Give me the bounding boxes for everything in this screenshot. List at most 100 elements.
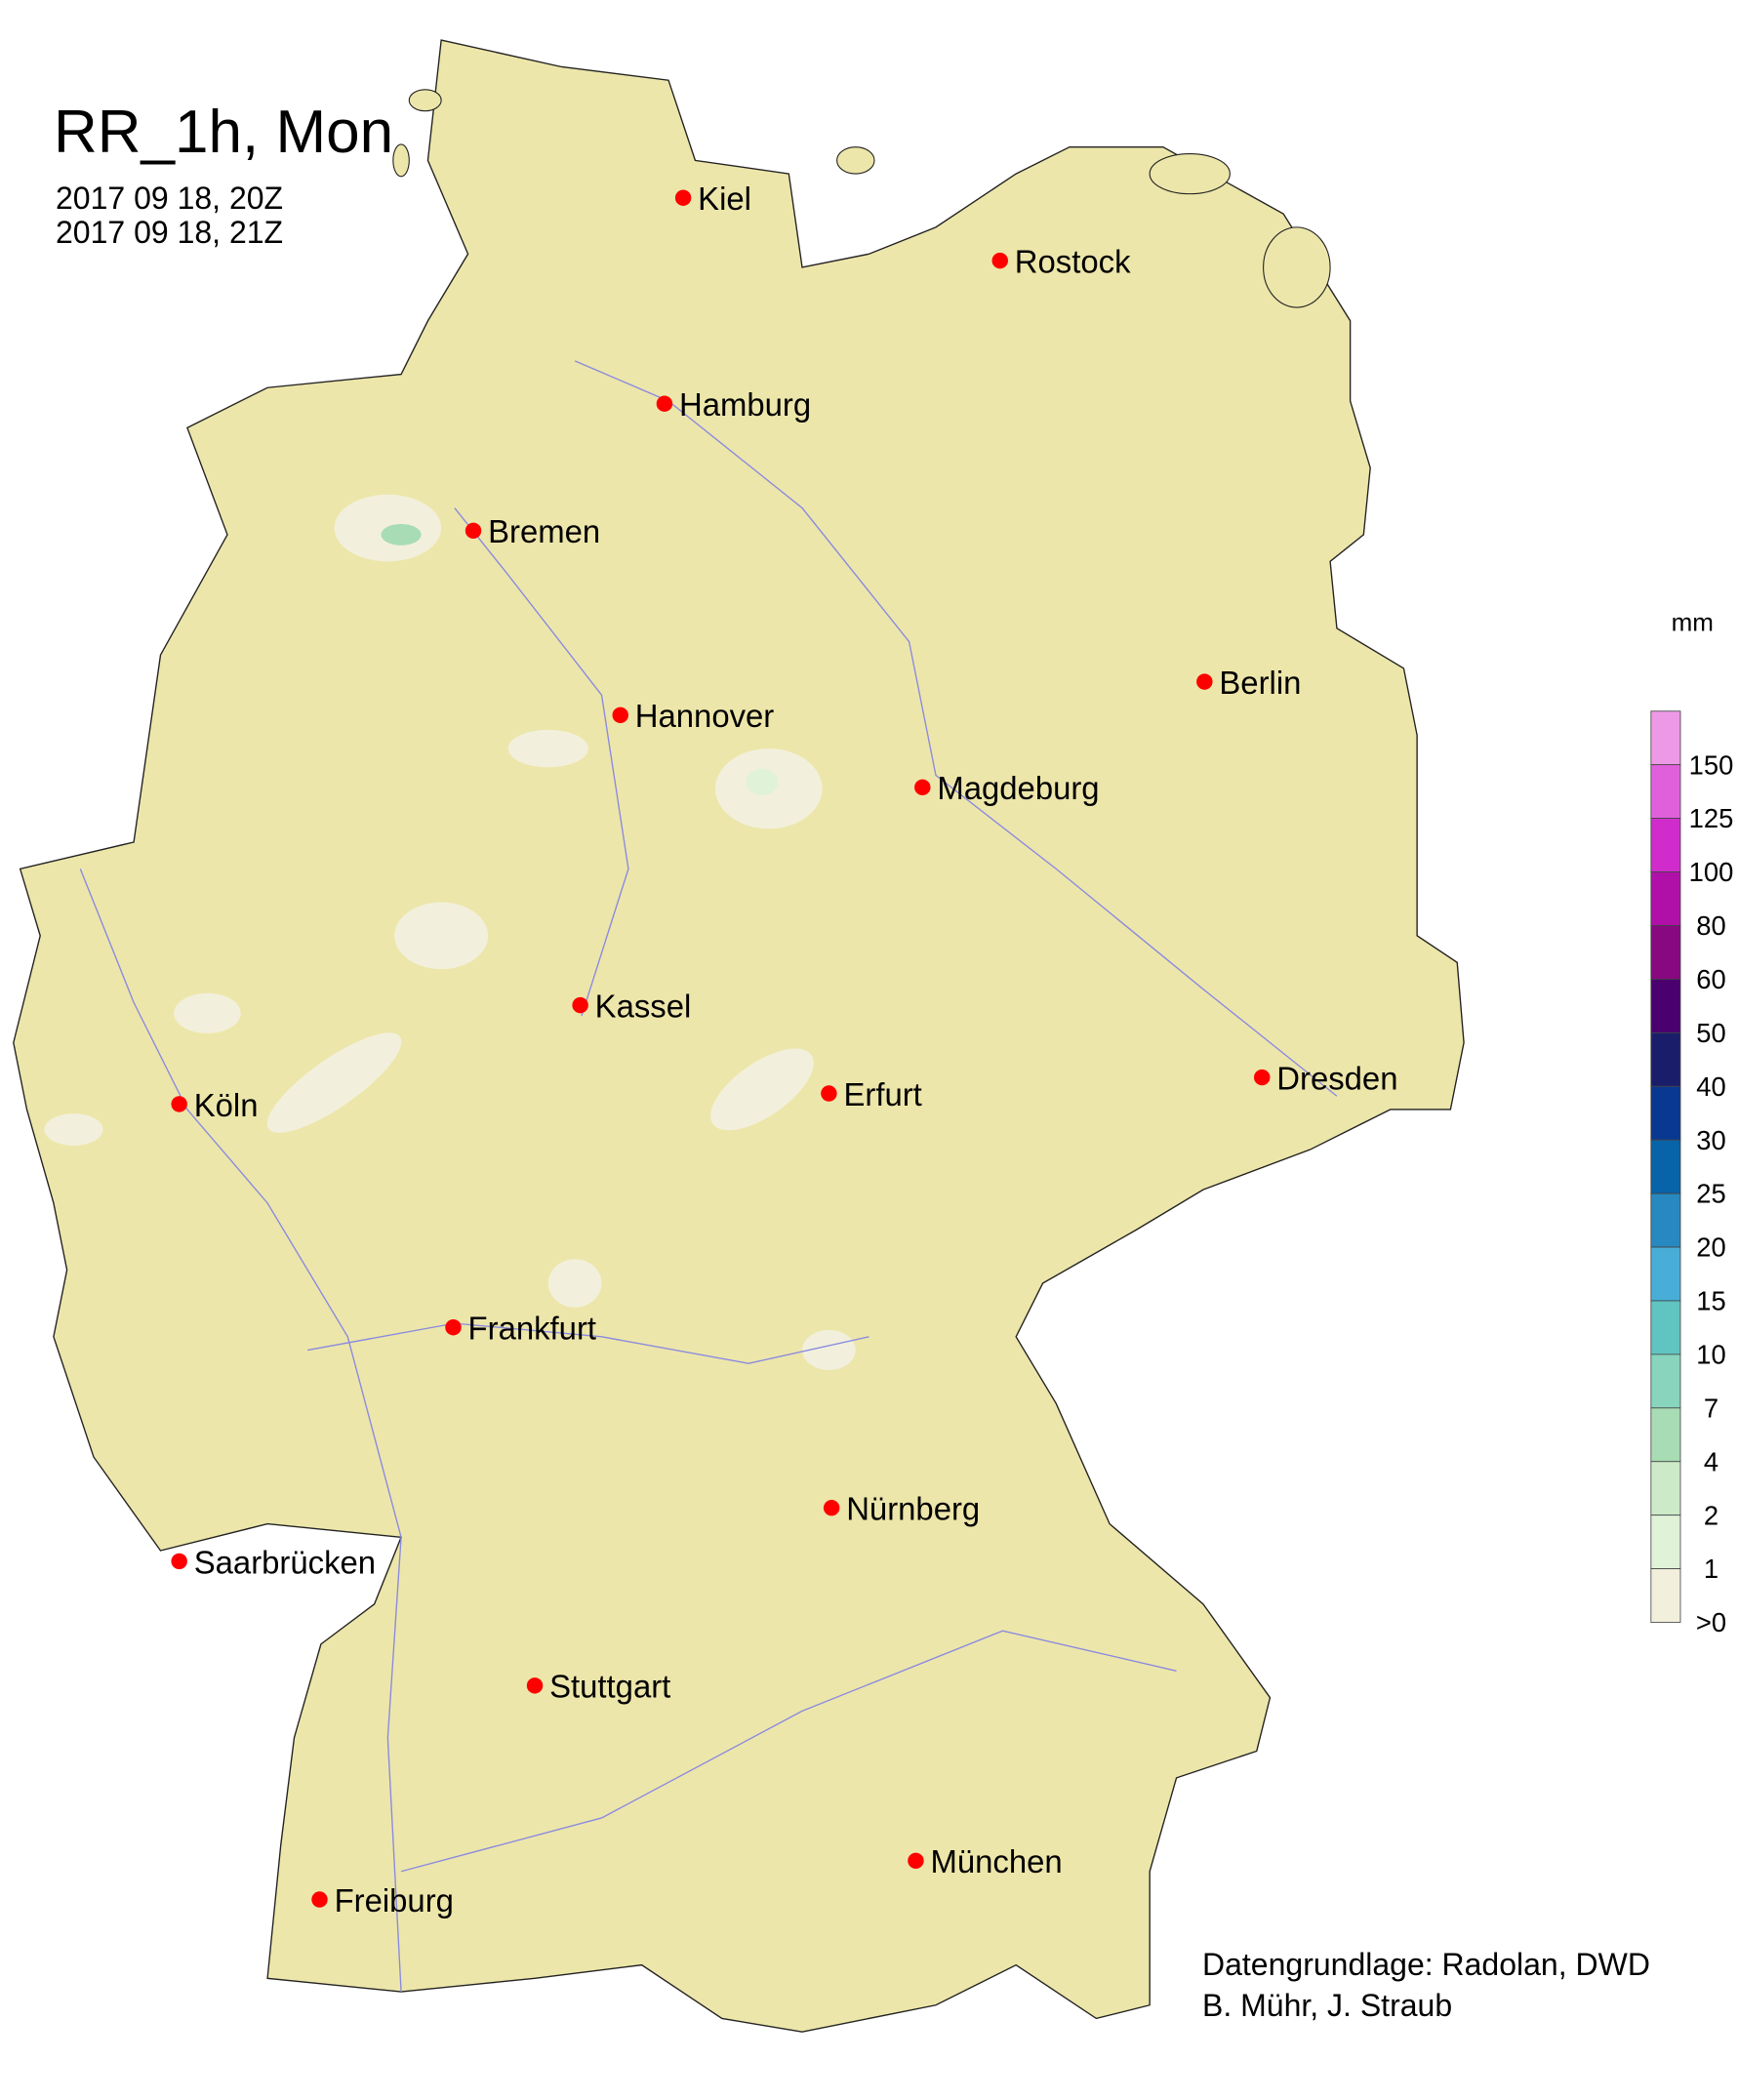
city-marker bbox=[171, 1096, 187, 1112]
legend-swatch bbox=[1650, 871, 1681, 926]
river-danube bbox=[400, 1630, 1177, 1873]
legend-label: 20 bbox=[1696, 1232, 1725, 1263]
island bbox=[836, 146, 875, 175]
legend-swatch bbox=[1650, 1139, 1681, 1194]
legend-label: 1 bbox=[1704, 1554, 1718, 1584]
city-marker bbox=[656, 395, 673, 412]
river-elbe bbox=[574, 360, 1338, 1097]
legend-swatch bbox=[1650, 1192, 1681, 1248]
city-marker bbox=[445, 1319, 462, 1336]
legend-swatch bbox=[1650, 978, 1681, 1033]
legend-label: 80 bbox=[1696, 910, 1725, 941]
data-source-credit: Datengrundlage: Radolan, DWD bbox=[1202, 1947, 1650, 1982]
germany-land bbox=[13, 39, 1465, 2033]
legend-label: 7 bbox=[1704, 1393, 1718, 1423]
rain-area bbox=[174, 992, 241, 1033]
island bbox=[1263, 226, 1331, 308]
city-marker bbox=[1254, 1069, 1271, 1086]
city-label: Bremen bbox=[488, 513, 600, 549]
city-label: Frankfurt bbox=[468, 1311, 596, 1347]
city-label: Nürnberg bbox=[846, 1490, 980, 1526]
legend-label: 150 bbox=[1689, 749, 1734, 780]
rain-area bbox=[44, 1113, 103, 1146]
city-marker bbox=[526, 1677, 544, 1694]
city-label: Erfurt bbox=[843, 1076, 921, 1112]
legend-label: 125 bbox=[1689, 803, 1734, 833]
city-label: Magdeburg bbox=[937, 770, 1099, 806]
period-start: 2017 09 18, 20Z bbox=[56, 181, 284, 216]
legend-label: >0 bbox=[1696, 1607, 1726, 1637]
city-label: Kassel bbox=[595, 988, 692, 1024]
legend-label: 15 bbox=[1696, 1286, 1725, 1316]
city-marker bbox=[908, 1852, 924, 1870]
legend-swatch bbox=[1650, 1246, 1681, 1302]
island bbox=[1149, 152, 1231, 195]
legend-swatch bbox=[1650, 1300, 1681, 1355]
city-label: Saarbrücken bbox=[194, 1544, 376, 1580]
legend-label: 10 bbox=[1696, 1339, 1725, 1369]
city-marker bbox=[1196, 673, 1213, 690]
rain-area bbox=[802, 1329, 856, 1371]
rain-area bbox=[746, 768, 779, 796]
city-label: Hannover bbox=[635, 698, 775, 734]
river-weser bbox=[454, 507, 629, 1017]
legend-label: 25 bbox=[1696, 1179, 1725, 1209]
legend-unit: mm bbox=[1672, 608, 1714, 637]
city-marker bbox=[674, 189, 692, 206]
city-label: Berlin bbox=[1219, 665, 1301, 701]
map-title: RR_1h, Mon bbox=[54, 99, 394, 166]
rain-area bbox=[266, 1032, 402, 1133]
legend-swatch bbox=[1650, 1353, 1681, 1409]
legend-swatch bbox=[1650, 1514, 1681, 1570]
city-label: Freiburg bbox=[335, 1882, 454, 1918]
city-label: Hamburg bbox=[679, 386, 811, 423]
city-marker bbox=[821, 1085, 837, 1102]
city-marker bbox=[171, 1553, 187, 1570]
city-marker bbox=[612, 707, 628, 724]
color-legend: mm 150 125 100 80 60 50 40 30 25 20 15 10 7 4 2 1 >0 bbox=[1650, 608, 1734, 1637]
city-label: Kiel bbox=[698, 181, 751, 217]
city-label: München bbox=[931, 1843, 1063, 1879]
legend-label: 40 bbox=[1696, 1071, 1725, 1102]
period-end: 2017 09 18, 21Z bbox=[56, 215, 284, 250]
island bbox=[392, 143, 410, 178]
city-marker bbox=[823, 1499, 840, 1516]
author-credit: B. Mühr, J. Straub bbox=[1202, 1988, 1453, 2023]
city-marker bbox=[572, 996, 588, 1014]
legend-label: 100 bbox=[1689, 857, 1734, 887]
river-main bbox=[307, 1322, 869, 1364]
germany-outline bbox=[13, 39, 1465, 2033]
city-marker bbox=[465, 522, 482, 540]
city-marker bbox=[914, 779, 931, 796]
legend-label: 2 bbox=[1704, 1500, 1718, 1530]
city-marker bbox=[311, 1891, 328, 1908]
legend-swatch bbox=[1650, 925, 1681, 980]
city-label: Rostock bbox=[1015, 243, 1131, 279]
legend-swatch bbox=[1650, 764, 1681, 820]
legend-swatch bbox=[1650, 710, 1681, 766]
river-rhine bbox=[79, 868, 402, 1993]
legend-swatch bbox=[1650, 1461, 1681, 1516]
legend-label: 50 bbox=[1696, 1018, 1725, 1048]
legend-swatch bbox=[1650, 1085, 1681, 1141]
legend-label: 4 bbox=[1704, 1446, 1718, 1476]
city-label: Köln bbox=[194, 1087, 259, 1123]
rain-area bbox=[394, 902, 489, 970]
legend-swatch bbox=[1650, 1031, 1681, 1087]
rain-area bbox=[507, 729, 588, 768]
rain-area bbox=[381, 523, 422, 545]
light-rain-areas bbox=[44, 494, 856, 1371]
city-label: Dresden bbox=[1276, 1060, 1397, 1096]
legend-label: 30 bbox=[1696, 1125, 1725, 1155]
rain-area bbox=[710, 1048, 814, 1131]
legend-swatch bbox=[1650, 1568, 1681, 1623]
legend-swatch bbox=[1650, 1407, 1681, 1463]
legend-swatch bbox=[1650, 818, 1681, 872]
island bbox=[408, 89, 442, 112]
city-marker bbox=[991, 252, 1008, 269]
rain-area bbox=[547, 1259, 602, 1308]
legend-label: 60 bbox=[1696, 964, 1725, 994]
city-markers: Kiel Rostock Hamburg Bremen Berlin Hannover Ma… bbox=[171, 181, 1398, 1918]
rivers bbox=[79, 360, 1338, 1993]
